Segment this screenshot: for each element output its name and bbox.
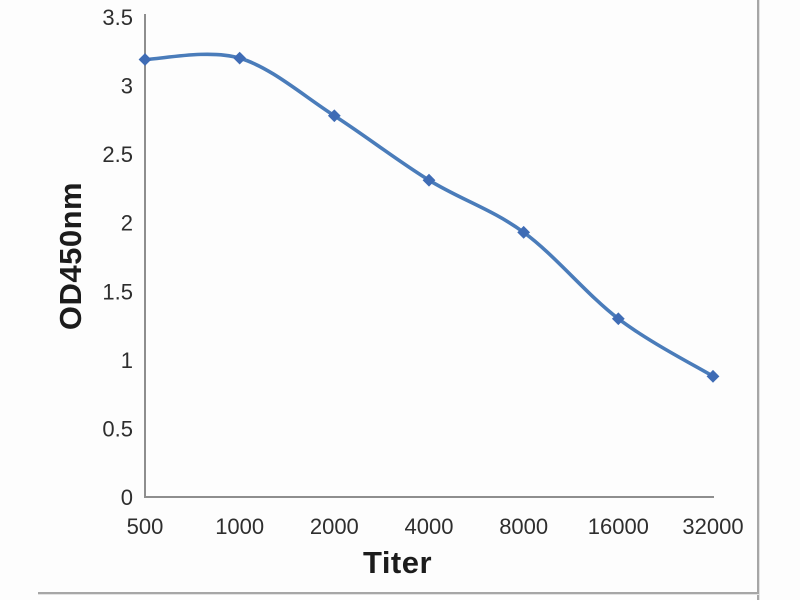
x-tick-label: 2000 xyxy=(310,514,359,539)
data-point-marker xyxy=(611,312,625,326)
data-point-marker xyxy=(422,173,436,187)
y-tick-label: 1 xyxy=(121,348,133,373)
y-axis-title: OD450nm xyxy=(53,181,88,331)
y-tick-label: 3.5 xyxy=(102,5,133,30)
x-axis-title: Titer xyxy=(362,545,433,580)
y-tick-label: 3 xyxy=(121,74,133,99)
data-point-marker xyxy=(233,51,247,65)
x-tick-label: 500 xyxy=(127,514,164,539)
x-tick-label: 1000 xyxy=(215,514,264,539)
y-tick-label: 2.5 xyxy=(102,142,133,167)
x-tick-label: 4000 xyxy=(405,514,454,539)
x-tick-label: 16000 xyxy=(588,514,649,539)
series-line xyxy=(143,52,715,379)
image-border-bottom xyxy=(38,592,759,594)
y-tick-label: 0 xyxy=(121,485,133,510)
image-border-right xyxy=(757,0,759,600)
data-point-marker xyxy=(517,225,531,239)
y-tick-label: 1.5 xyxy=(102,279,133,304)
data-point-marker xyxy=(327,109,341,123)
data-point-marker xyxy=(706,369,720,383)
x-tick-label: 32000 xyxy=(682,514,743,539)
x-tick-label: 8000 xyxy=(499,514,548,539)
y-tick-label: 2 xyxy=(121,211,133,236)
y-tick-label: 0.5 xyxy=(102,416,133,441)
data-point-marker xyxy=(138,53,152,66)
